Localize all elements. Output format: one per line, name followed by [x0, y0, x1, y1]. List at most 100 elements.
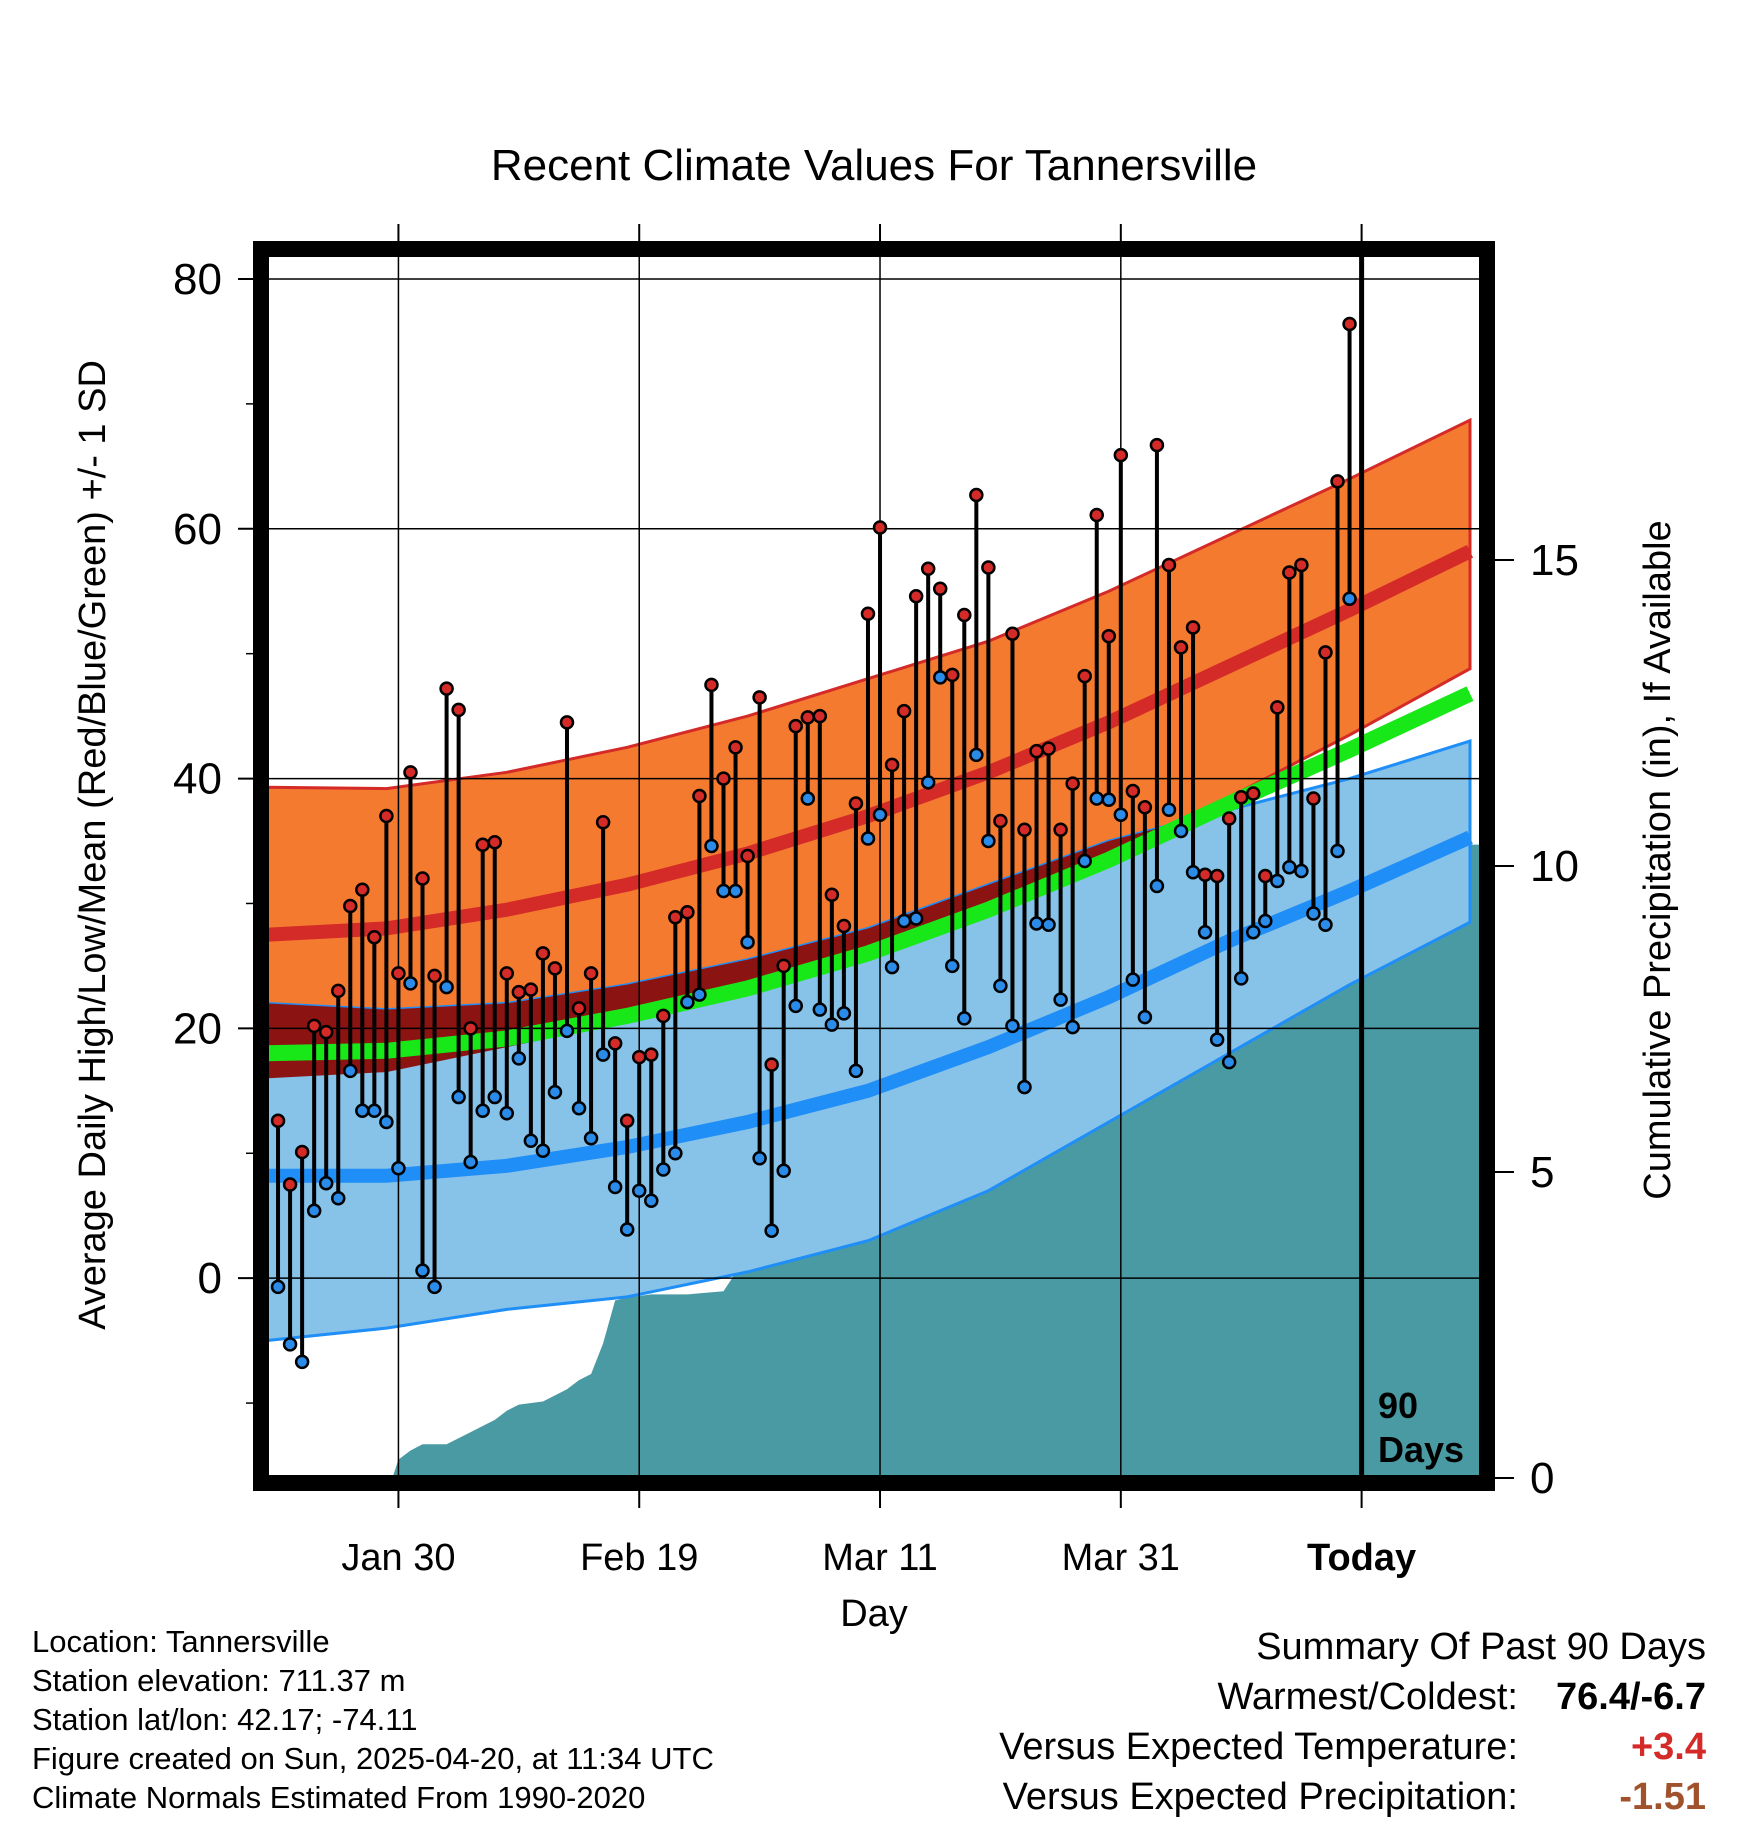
daily-low-point — [475, 1103, 490, 1119]
daily-high-point — [740, 848, 755, 864]
daily-low-point — [1318, 917, 1333, 932]
x-tick-label: Feb 19 — [580, 1537, 698, 1579]
location-text: Location: Tannersville — [32, 1624, 330, 1659]
daily-high-point — [535, 946, 551, 961]
daily-low-point — [1294, 863, 1309, 879]
daily-high-point — [475, 837, 490, 853]
daily-low-point — [415, 1263, 430, 1278]
precip-row: Versus Expected Precipitation: -1.51 — [999, 1772, 1706, 1822]
daily-high-point — [379, 808, 394, 824]
daily-low-point — [981, 833, 996, 849]
daily-high-point — [391, 966, 406, 981]
y-axis-label-right: Cumulative Precipitation (in), If Availa… — [1637, 520, 1679, 1199]
daily-high-point — [969, 487, 984, 503]
daily-high-point — [1318, 645, 1333, 660]
daily-high-point — [908, 588, 924, 604]
daily-high-point — [764, 1057, 779, 1072]
daily-low-point — [920, 775, 936, 790]
daily-low-point — [860, 831, 876, 846]
daily-low-point — [306, 1203, 322, 1218]
daily-low-point — [631, 1183, 647, 1198]
daily-low-point — [776, 1163, 791, 1179]
daily-high-point — [1017, 822, 1032, 838]
daily-low-point — [535, 1143, 551, 1159]
daily-low-point — [1089, 791, 1104, 806]
daily-high-point — [403, 765, 418, 780]
daily-high-point — [836, 918, 852, 934]
daily-high-point — [1245, 786, 1261, 801]
temp-row: Versus Expected Temperature: +3.4 — [999, 1722, 1706, 1772]
daily-high-point — [631, 1049, 647, 1065]
daily-high-point — [1113, 447, 1129, 463]
daily-low-point — [740, 934, 755, 950]
y-tick-label-right: 10 — [1530, 842, 1579, 891]
daily-high-point — [1197, 867, 1213, 882]
daily-series — [270, 244, 1365, 1478]
chart-title: Recent Climate Values For Tannersville — [491, 141, 1257, 190]
daily-low-point — [788, 998, 803, 1014]
daily-high-point — [860, 606, 876, 621]
warmest-label: Warmest/Coldest: — [1217, 1676, 1518, 1718]
elevation-text: Station elevation: 711.37 m — [32, 1663, 406, 1698]
y-tick-label-right: 5 — [1530, 1148, 1554, 1197]
daily-high-point — [812, 708, 828, 724]
daily-high-point — [318, 1024, 334, 1040]
daily-low-point — [1342, 591, 1357, 606]
y-tick-label-left: 60 — [173, 505, 222, 554]
daily-low-point — [571, 1101, 587, 1116]
daily-high-point — [656, 1008, 671, 1024]
daily-low-point — [559, 1023, 575, 1039]
warmest-value: 76.4/-6.7 — [1556, 1676, 1706, 1718]
daily-low-point — [1101, 792, 1117, 808]
daily-low-point — [294, 1354, 310, 1370]
daily-low-point — [463, 1154, 478, 1170]
daily-high-point — [752, 690, 767, 705]
y-tick-label-left: 80 — [173, 255, 222, 304]
daily-low-point — [367, 1103, 382, 1119]
daily-low-point — [824, 1017, 840, 1032]
daily-low-point — [427, 1279, 442, 1295]
daily-low-point — [884, 959, 900, 975]
daily-low-point — [499, 1106, 515, 1121]
y-tick-label-right: 0 — [1530, 1454, 1554, 1503]
y-tick-label-right: 15 — [1530, 536, 1579, 585]
daily-low-point — [583, 1131, 599, 1146]
daily-high-point — [1101, 628, 1117, 644]
daily-high-point — [330, 983, 346, 999]
daily-high-point — [932, 581, 948, 596]
daily-high-point — [1149, 437, 1165, 453]
daily-high-point — [1053, 822, 1068, 838]
daily-high-point — [270, 1113, 286, 1129]
daily-low-point — [969, 747, 984, 763]
temp-label: Versus Expected Temperature: — [999, 1726, 1518, 1768]
daily-low-point — [1005, 1018, 1020, 1034]
daily-high-point — [644, 1047, 659, 1062]
daily-high-point — [427, 968, 442, 984]
daily-low-point — [1330, 843, 1345, 859]
daily-low-point — [836, 1006, 852, 1021]
daily-low-point — [848, 1063, 864, 1079]
plot-frame — [253, 241, 1495, 1491]
daily-low-point — [1017, 1079, 1032, 1095]
daily-low-point — [1245, 924, 1261, 940]
daily-low-point — [1185, 864, 1201, 880]
daily-high-point — [680, 904, 695, 920]
daily-low-point — [270, 1279, 286, 1295]
daily-low-point — [451, 1089, 466, 1105]
daily-high-point — [1065, 776, 1080, 791]
daily-high-point — [415, 871, 430, 886]
x-axis-label: Day — [840, 1593, 908, 1635]
daily-low-point — [391, 1161, 406, 1176]
daily-high-point — [993, 813, 1008, 829]
daily-high-point — [1342, 316, 1357, 332]
daily-high-point — [1029, 743, 1044, 759]
daily-high-point — [523, 982, 539, 997]
daily-high-point — [1282, 565, 1297, 580]
daily-high-point — [704, 677, 719, 693]
daily-high-point — [1233, 790, 1249, 805]
x-tick-label: Jan 30 — [341, 1537, 455, 1579]
daily-high-point — [595, 815, 611, 830]
daily-low-point — [379, 1114, 394, 1130]
daily-high-point — [571, 1001, 587, 1016]
